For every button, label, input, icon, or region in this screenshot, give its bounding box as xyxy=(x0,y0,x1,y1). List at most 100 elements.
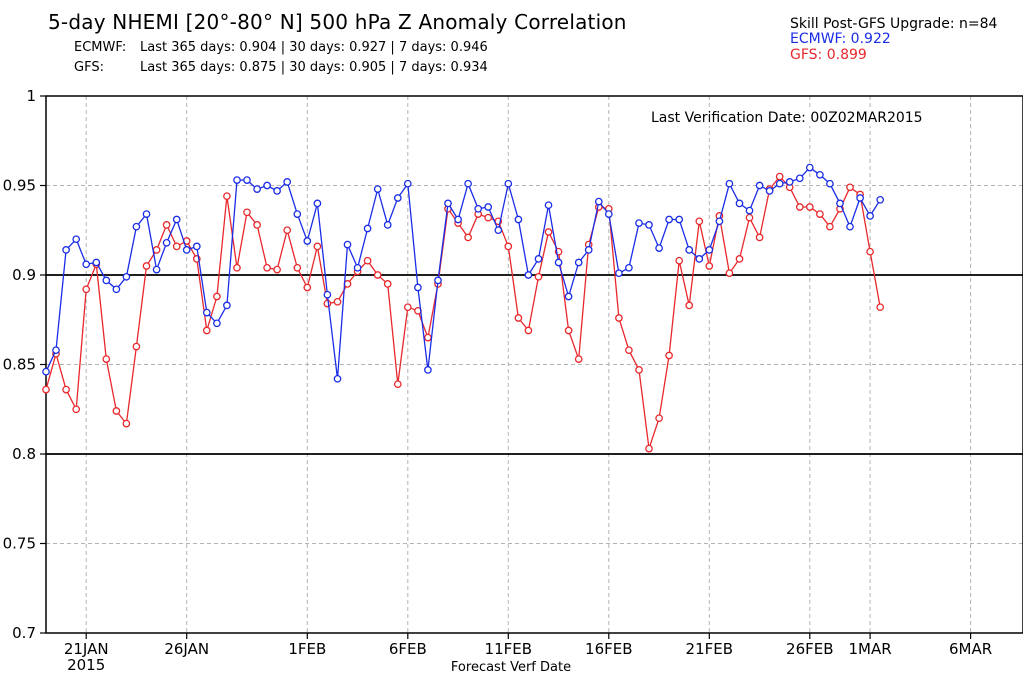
gfs-point xyxy=(524,326,533,335)
plot-area-frame xyxy=(45,95,1023,634)
gfs-point xyxy=(805,203,814,211)
ecmwf-point xyxy=(403,179,412,188)
ecmwf-point xyxy=(444,199,452,208)
gfs-point xyxy=(725,269,734,278)
x-tick-label: 26FEB xyxy=(786,640,833,658)
ecmwf-point xyxy=(263,181,271,190)
ecmwf-point xyxy=(122,272,131,281)
ecmwf-point xyxy=(735,199,744,208)
gfs-point xyxy=(685,301,694,310)
ecmwf-point xyxy=(293,210,302,218)
gfs-stats-values: Last 365 days: 0.875 | 30 days: 0.905 | … xyxy=(140,60,488,75)
ecmwf-point xyxy=(132,222,141,231)
ecmwf-point xyxy=(72,235,81,244)
y-tick-label: 0.85 xyxy=(3,356,36,374)
ecmwf-point xyxy=(152,265,161,274)
ecmwf-point xyxy=(373,185,382,193)
ecmwf-point xyxy=(202,308,211,317)
ecmwf-point xyxy=(635,219,643,227)
ecmwf-point xyxy=(142,210,151,218)
ecmwf-point xyxy=(544,201,553,210)
gfs-point xyxy=(745,213,754,222)
reference-lines xyxy=(46,274,1023,455)
gfs-point xyxy=(162,221,171,229)
gfs-point xyxy=(675,256,684,265)
skill-gfs: GFS: 0.899 xyxy=(790,47,867,63)
ecmwf-point xyxy=(876,195,885,204)
gfs-point xyxy=(82,285,91,294)
gfs-point xyxy=(152,246,161,254)
gfs-point xyxy=(615,314,623,322)
ecmwf-point xyxy=(685,246,694,254)
gfs-point xyxy=(253,221,261,229)
ecmwf-line xyxy=(45,166,881,379)
ecmwf-point xyxy=(836,199,844,208)
ecmwf-point xyxy=(414,283,422,292)
x-tick-label: 26JAN xyxy=(164,640,209,658)
gfs-point xyxy=(72,405,81,414)
ecmwf-point xyxy=(534,255,543,263)
ecmwf-point xyxy=(52,346,60,355)
ecmwf-point xyxy=(474,204,483,213)
gfs-point xyxy=(846,183,854,192)
gfs-point xyxy=(283,226,292,235)
data-series xyxy=(42,163,885,453)
gfs-point xyxy=(826,222,834,231)
ecmwf-point xyxy=(313,199,322,208)
gfs-point xyxy=(645,444,653,453)
ecmwf-point xyxy=(826,179,834,188)
y-tick-label: 0.8 xyxy=(12,445,36,463)
x-tick-label: 6FEB xyxy=(389,640,427,658)
last-verification-date: Last Verification Date: 00Z02MAR2015 xyxy=(651,110,923,126)
gfs-point xyxy=(202,326,211,335)
ecmwf-point xyxy=(785,178,794,186)
ecmwf-point xyxy=(42,367,50,376)
gfs-point xyxy=(866,247,874,256)
ecmwf-point xyxy=(705,246,714,254)
ecmwf-point xyxy=(213,319,221,328)
ecmwf-point xyxy=(494,226,503,235)
ecmwf-stats-line: ECMWF: Last 365 days: 0.904 | 30 days: 0.… xyxy=(74,40,488,55)
gfs-point xyxy=(373,271,382,279)
gfs-point xyxy=(122,419,131,428)
ecmwf-point xyxy=(665,215,673,224)
gfs-point xyxy=(323,299,332,308)
ecmwf-point xyxy=(182,246,191,254)
gfs-point xyxy=(735,255,744,263)
gfs-point xyxy=(243,208,251,217)
gfs-point xyxy=(263,263,271,272)
gfs-point xyxy=(464,233,472,242)
x-tick-label: 6MAR xyxy=(949,640,992,658)
gfs-point xyxy=(504,242,513,251)
ecmwf-point xyxy=(233,176,241,184)
gfs-point xyxy=(816,210,824,218)
x-tick-label: 1MAR xyxy=(849,640,892,658)
y-tick-label: 0.95 xyxy=(3,177,36,195)
ecmwf-point xyxy=(283,178,292,186)
y-tick-label: 0.75 xyxy=(3,535,36,553)
gfs-point xyxy=(795,203,804,211)
ecmwf-point xyxy=(745,206,754,215)
ecmwf-point xyxy=(715,217,724,226)
x-axis-label: Forecast Verf Date xyxy=(451,660,571,675)
gfs-point xyxy=(363,256,372,265)
ecmwf-stats-label: ECMWF: xyxy=(74,40,127,55)
ecmwf-point xyxy=(856,194,864,202)
ecmwf-point xyxy=(805,163,814,172)
gfs-stats-label: GFS: xyxy=(74,60,104,75)
ecmwf-point xyxy=(253,185,261,193)
ecmwf-point xyxy=(273,187,281,195)
ecmwf-point xyxy=(625,263,633,272)
y-tick-label: 1 xyxy=(26,87,36,105)
gfs-point xyxy=(213,292,221,301)
ecmwf-point xyxy=(866,212,874,220)
ecmwf-point xyxy=(795,174,804,183)
ecmwf-point xyxy=(514,215,523,224)
gfs-point xyxy=(514,314,523,322)
ecmwf-point xyxy=(383,221,392,229)
y-axis-ticks: 0.7 0.75 0.8 0.85 0.9 0.95 1 xyxy=(3,87,46,642)
ecmwf-point xyxy=(172,215,181,224)
ecmwf-point xyxy=(846,222,854,231)
ecmwf-stats-values: Last 365 days: 0.904 | 30 days: 0.927 | … xyxy=(140,40,488,55)
gfs-point xyxy=(383,280,392,288)
